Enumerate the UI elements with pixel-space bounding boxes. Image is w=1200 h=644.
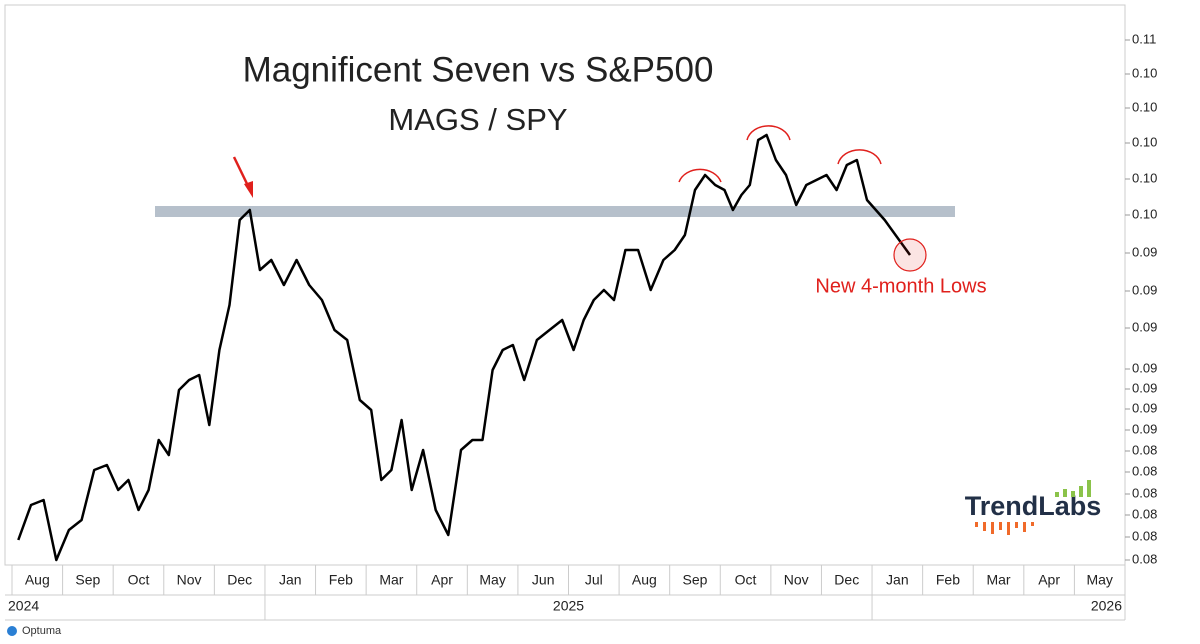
x-tick-label: May (1086, 572, 1112, 588)
chart-title: Magnificent Seven vs S&P500 (243, 50, 714, 89)
x-tick-label: Aug (25, 572, 50, 588)
y-tick-label: 0.09 (1132, 244, 1157, 259)
year-label: 2024 (8, 598, 39, 614)
x-tick-label: Feb (936, 572, 960, 588)
series-line (17, 133, 912, 562)
y-tick-label: 0.09 (1132, 319, 1157, 334)
logo-text: TrendLabs (965, 491, 1102, 521)
y-tick-label: 0.10 (1132, 134, 1157, 149)
y-tick-label: 0.08 (1132, 528, 1157, 543)
y-tick-label: 0.09 (1132, 400, 1157, 415)
arrow-head (244, 181, 253, 198)
x-tick-label: Oct (128, 572, 150, 588)
x-tick-label: Sep (683, 572, 708, 588)
x-tick-label: Oct (735, 572, 757, 588)
y-tick-label: 0.08 (1132, 485, 1157, 500)
peak-arc (746, 125, 791, 141)
resistance-band (155, 206, 955, 217)
annotation: New 4-month Lows (815, 275, 986, 297)
footer-icon (7, 626, 17, 636)
x-tick-label: Jun (532, 572, 555, 588)
y-tick-label: 0.10 (1132, 65, 1157, 80)
x-tick-label: Apr (431, 572, 453, 588)
peak-arc (837, 149, 882, 165)
x-tick-label: Nov (177, 572, 202, 588)
logo: TrendLabs (965, 480, 1102, 535)
x-tick-label: Sep (75, 572, 100, 588)
low-circle (893, 238, 927, 272)
x-tick-label: Jan (886, 572, 909, 588)
peak-arc (678, 168, 722, 183)
plot-frame (4, 4, 1126, 566)
y-tick-label: 0.09 (1132, 282, 1157, 297)
y-tick-label: 0.08 (1132, 506, 1157, 521)
y-tick-label: 0.10 (1132, 206, 1157, 221)
y-tick-label: 0.11 (1132, 31, 1156, 46)
y-tick-label: 0.09 (1132, 380, 1157, 395)
y-tick-label: 0.08 (1132, 551, 1157, 566)
y-tick-label: 0.10 (1132, 170, 1157, 185)
x-tick-label: Jan (279, 572, 302, 588)
footer: Optuma (22, 625, 62, 637)
x-tick-label: Dec (834, 572, 859, 588)
x-tick-label: Mar (986, 572, 1010, 588)
x-tick-label: Aug (632, 572, 657, 588)
chart-subtitle: MAGS / SPY (388, 102, 567, 137)
x-tick-label: Nov (784, 572, 809, 588)
x-tick-label: Mar (379, 572, 403, 588)
x-tick-label: Dec (227, 572, 252, 588)
x-tick-label: May (479, 572, 505, 588)
y-tick-label: 0.09 (1132, 421, 1157, 436)
y-tick-label: 0.08 (1132, 463, 1157, 478)
year-label: 2025 (553, 598, 584, 614)
x-tick-label: Jul (585, 572, 603, 588)
x-tick-label: Apr (1038, 572, 1060, 588)
y-tick-label: 0.08 (1132, 442, 1157, 457)
y-tick-label: 0.09 (1132, 360, 1157, 375)
y-tick-label: 0.10 (1132, 99, 1157, 114)
x-tick-label: Feb (329, 572, 353, 588)
year-label: 2026 (1091, 598, 1122, 614)
